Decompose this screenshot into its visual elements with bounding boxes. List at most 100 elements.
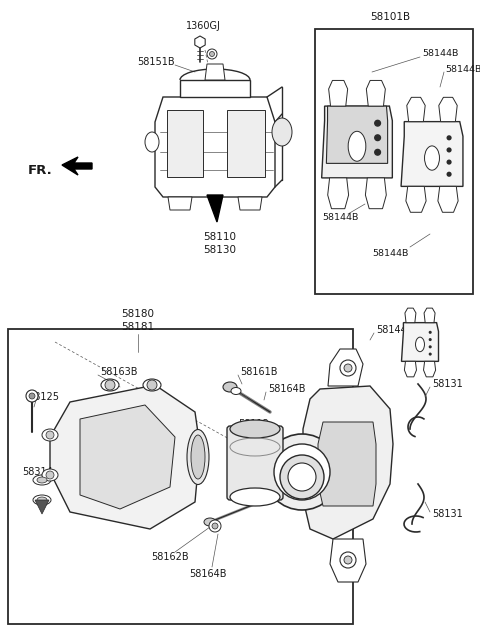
Circle shape: [446, 172, 452, 177]
Polygon shape: [50, 385, 200, 529]
Circle shape: [446, 159, 452, 165]
Polygon shape: [62, 157, 92, 175]
Ellipse shape: [33, 475, 51, 485]
Text: 58314: 58314: [23, 467, 53, 477]
Text: 58113: 58113: [255, 439, 286, 449]
Text: FR.: FR.: [28, 164, 53, 176]
Polygon shape: [423, 362, 436, 377]
Circle shape: [209, 51, 215, 56]
Ellipse shape: [33, 495, 51, 505]
Text: 58163B: 58163B: [100, 367, 137, 377]
Circle shape: [288, 463, 316, 491]
Circle shape: [212, 523, 218, 529]
Polygon shape: [168, 197, 192, 210]
Polygon shape: [406, 186, 426, 212]
Circle shape: [46, 431, 54, 439]
Ellipse shape: [187, 430, 209, 485]
Circle shape: [429, 353, 432, 356]
Text: 1360GJ: 1360GJ: [186, 21, 220, 31]
Polygon shape: [405, 308, 416, 323]
Polygon shape: [407, 97, 425, 121]
Circle shape: [26, 390, 38, 402]
Ellipse shape: [231, 387, 241, 394]
Circle shape: [446, 147, 452, 152]
Ellipse shape: [191, 435, 205, 479]
Ellipse shape: [348, 131, 366, 161]
Polygon shape: [401, 121, 463, 186]
Ellipse shape: [101, 379, 119, 391]
Circle shape: [46, 471, 54, 479]
Circle shape: [375, 120, 381, 126]
Circle shape: [340, 360, 356, 376]
Ellipse shape: [223, 382, 237, 392]
Polygon shape: [365, 178, 386, 209]
Circle shape: [280, 455, 324, 499]
Text: 58112: 58112: [238, 419, 269, 429]
Text: 58144B: 58144B: [322, 212, 359, 221]
Polygon shape: [35, 500, 49, 514]
Text: 58101B: 58101B: [370, 12, 410, 22]
Bar: [315, 29, 473, 294]
Ellipse shape: [37, 477, 47, 483]
Polygon shape: [424, 308, 435, 323]
Ellipse shape: [42, 469, 58, 481]
Bar: [8, 329, 353, 624]
Text: 58144B: 58144B: [422, 49, 458, 59]
Circle shape: [147, 380, 157, 390]
Ellipse shape: [424, 146, 440, 170]
Circle shape: [344, 364, 352, 372]
Circle shape: [446, 135, 452, 140]
Polygon shape: [438, 186, 458, 212]
Polygon shape: [207, 195, 223, 222]
Text: 58125: 58125: [28, 392, 59, 402]
Polygon shape: [404, 362, 417, 377]
Text: 58164B: 58164B: [268, 384, 305, 394]
Circle shape: [209, 520, 221, 532]
Ellipse shape: [204, 518, 216, 526]
Text: 58131: 58131: [432, 379, 463, 389]
Polygon shape: [180, 80, 250, 97]
Circle shape: [264, 434, 340, 510]
Text: 58130: 58130: [204, 245, 237, 255]
Text: 58161B: 58161B: [240, 367, 277, 377]
Circle shape: [429, 338, 432, 341]
Ellipse shape: [143, 379, 161, 391]
Text: 58151B: 58151B: [137, 57, 175, 67]
Polygon shape: [195, 36, 205, 48]
Circle shape: [375, 135, 381, 140]
Ellipse shape: [37, 497, 47, 503]
Ellipse shape: [145, 132, 159, 152]
Circle shape: [429, 331, 432, 334]
Polygon shape: [80, 405, 175, 509]
Text: 58110: 58110: [204, 232, 237, 242]
Text: 58162B: 58162B: [151, 552, 189, 562]
Text: 58164B: 58164B: [189, 569, 227, 579]
Polygon shape: [366, 80, 385, 106]
Circle shape: [29, 393, 35, 399]
Circle shape: [105, 380, 115, 390]
Polygon shape: [238, 197, 262, 210]
Polygon shape: [205, 64, 225, 80]
Polygon shape: [167, 110, 203, 177]
Polygon shape: [227, 110, 265, 177]
FancyBboxPatch shape: [227, 426, 283, 500]
Text: 58181: 58181: [121, 322, 155, 332]
Polygon shape: [322, 106, 392, 178]
Polygon shape: [330, 539, 366, 582]
Circle shape: [344, 556, 352, 564]
Text: 58144B: 58144B: [372, 250, 408, 258]
Polygon shape: [303, 386, 393, 539]
Circle shape: [429, 345, 432, 348]
Ellipse shape: [230, 488, 280, 506]
Circle shape: [375, 149, 381, 155]
Text: 58114A: 58114A: [290, 455, 327, 465]
Polygon shape: [328, 349, 363, 386]
Text: 58144B: 58144B: [376, 325, 413, 335]
Polygon shape: [329, 80, 348, 106]
Circle shape: [274, 444, 330, 500]
Ellipse shape: [230, 420, 280, 438]
Text: 58180: 58180: [121, 309, 155, 319]
Ellipse shape: [272, 118, 292, 146]
Polygon shape: [401, 323, 439, 362]
Circle shape: [340, 552, 356, 568]
